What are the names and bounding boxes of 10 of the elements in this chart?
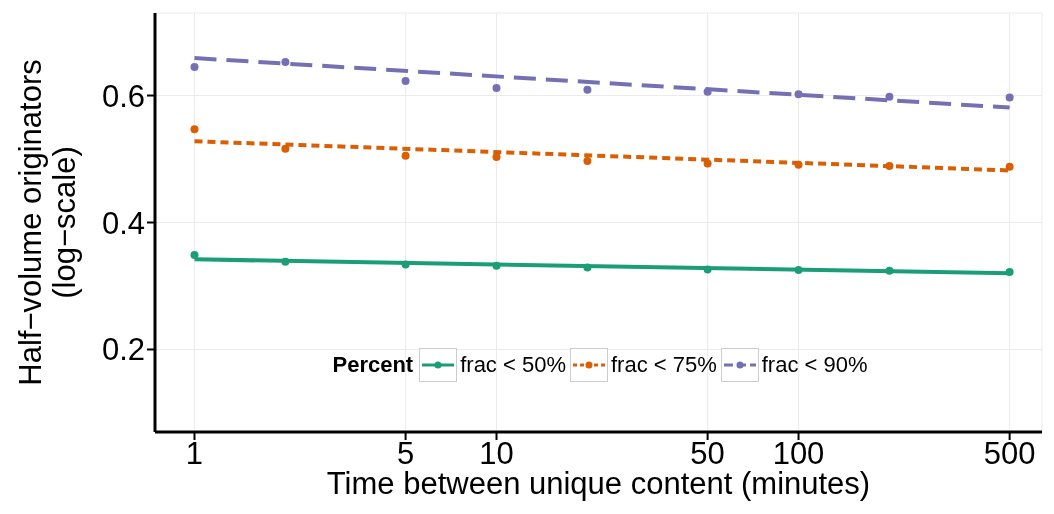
x-tick-label: 1: [185, 436, 204, 472]
x-tick-label: 500: [983, 436, 1036, 472]
y-tick-label: 0.2: [101, 332, 145, 368]
legend-label: frac < 90%: [761, 352, 868, 378]
y-tick-label: 0.6: [101, 78, 145, 114]
legend-title: Percent: [332, 352, 414, 378]
legend-label: frac < 50%: [460, 352, 566, 378]
legend-label: frac < 75%: [610, 352, 717, 378]
y-axis-title: Half−volume originators (log−scale): [13, 59, 82, 386]
y-tick-label: 0.4: [101, 205, 145, 241]
